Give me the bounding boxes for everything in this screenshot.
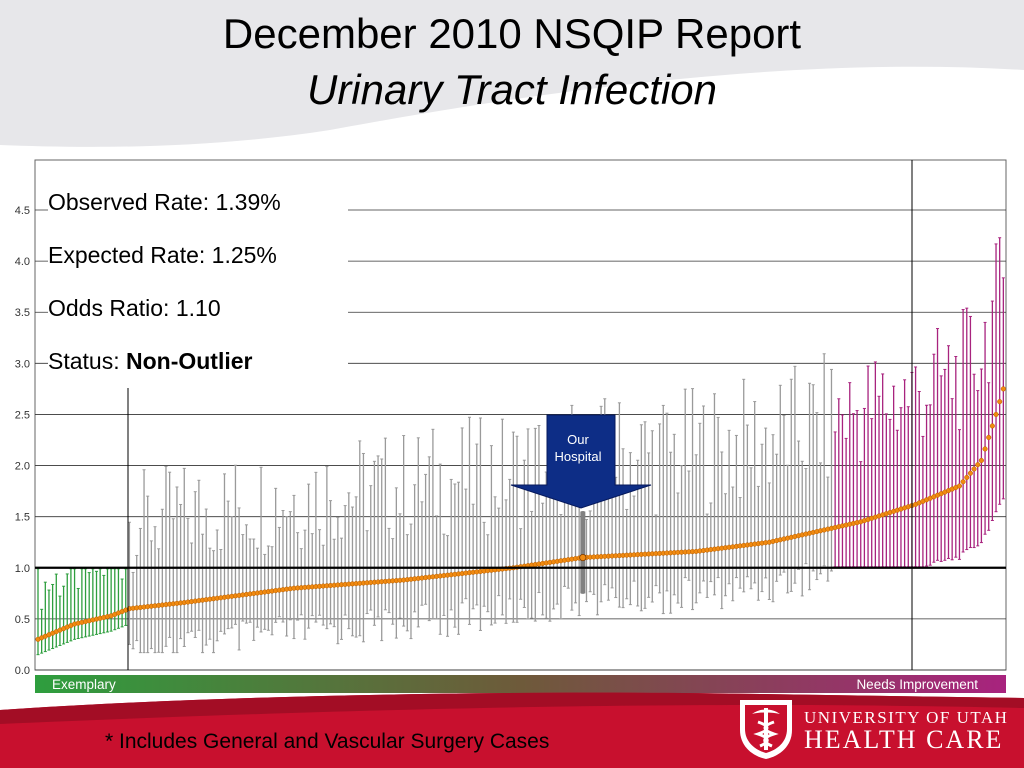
slide-title: December 2010 NSQIP Report bbox=[222, 10, 802, 57]
highlight-point bbox=[579, 553, 587, 562]
odds-ratio-point bbox=[982, 446, 988, 452]
odds-ratio-point bbox=[989, 423, 995, 429]
y-tick-label: 1.0 bbox=[15, 563, 30, 575]
observed-rate: Observed Rate: 1.39% bbox=[48, 176, 348, 229]
expected-rate-value: 1.25% bbox=[211, 242, 277, 268]
university-logo: UNIVERSITY OF UTAH HEALTH CARE bbox=[732, 694, 1020, 760]
y-tick-label: 2.5 bbox=[15, 409, 30, 421]
observed-rate-value: 1.39% bbox=[215, 189, 281, 215]
odds-ratio-point bbox=[997, 399, 1003, 405]
status: Status: Non-Outlier bbox=[48, 335, 348, 388]
odds-ratio-point bbox=[964, 474, 970, 481]
status-value: Non-Outlier bbox=[125, 348, 253, 374]
odds-ratio-point bbox=[956, 483, 963, 489]
odds-ratio-point bbox=[967, 470, 973, 476]
y-tick-label: 3.0 bbox=[15, 358, 30, 370]
callout-line-2: Hospital bbox=[555, 449, 602, 464]
y-tick-label: 4.5 bbox=[15, 205, 30, 217]
odds-ratio-value: 1.10 bbox=[175, 295, 221, 321]
expected-rate-label: Expected Rate: bbox=[48, 242, 212, 268]
logo-line-1: UNIVERSITY OF UTAH bbox=[804, 708, 1009, 727]
footnote: * Includes General and Vascular Surgery … bbox=[105, 730, 550, 753]
logo-line-2: HEALTH CARE bbox=[804, 725, 1004, 754]
odds-ratio-chart: 0.0 0.5 1.0 1.5 2.0 2.5 3.0 3.5 4.0 4.5 Our Hospit… bbox=[15, 159, 1007, 693]
y-tick-label: 4.0 bbox=[15, 256, 30, 268]
our-hospital-arrow-icon bbox=[510, 414, 652, 509]
odds-ratio-label: Odds Ratio: bbox=[48, 295, 176, 321]
band-label-needs-improvement: Needs Improvement bbox=[856, 677, 978, 692]
y-tick-label: 0.0 bbox=[15, 665, 30, 677]
odds-ratio-point bbox=[975, 462, 981, 468]
callout-line-1: Our bbox=[567, 432, 589, 447]
stats-panel: Observed Rate: 1.39% Expected Rate: 1.25… bbox=[48, 176, 348, 388]
odds-ratio-point bbox=[971, 466, 977, 472]
y-tick-label: 1.5 bbox=[15, 512, 30, 524]
y-tick-label: 2.0 bbox=[15, 461, 30, 473]
y-tick-label: 0.5 bbox=[15, 614, 30, 626]
expected-rate: Expected Rate: 1.25% bbox=[48, 229, 348, 282]
observed-rate-label: Observed Rate: bbox=[48, 189, 216, 215]
status-label: Status: bbox=[48, 348, 126, 374]
slide-subtitle: Urinary Tract Infection bbox=[306, 66, 717, 113]
odds-ratio-point bbox=[993, 411, 999, 417]
band-label-exemplary: Exemplary bbox=[52, 677, 116, 692]
rating-band bbox=[35, 675, 1006, 693]
odds-ratio-point bbox=[986, 434, 992, 440]
odds-ratio-point bbox=[960, 479, 966, 485]
header-background bbox=[0, 0, 1024, 147]
odds-ratio-point bbox=[978, 457, 984, 463]
odds-ratio: Odds Ratio: 1.10 bbox=[48, 282, 348, 335]
odds-ratio-point bbox=[1000, 386, 1006, 392]
caduceus-seal-icon bbox=[740, 700, 792, 759]
y-tick-label: 3.5 bbox=[15, 307, 30, 319]
